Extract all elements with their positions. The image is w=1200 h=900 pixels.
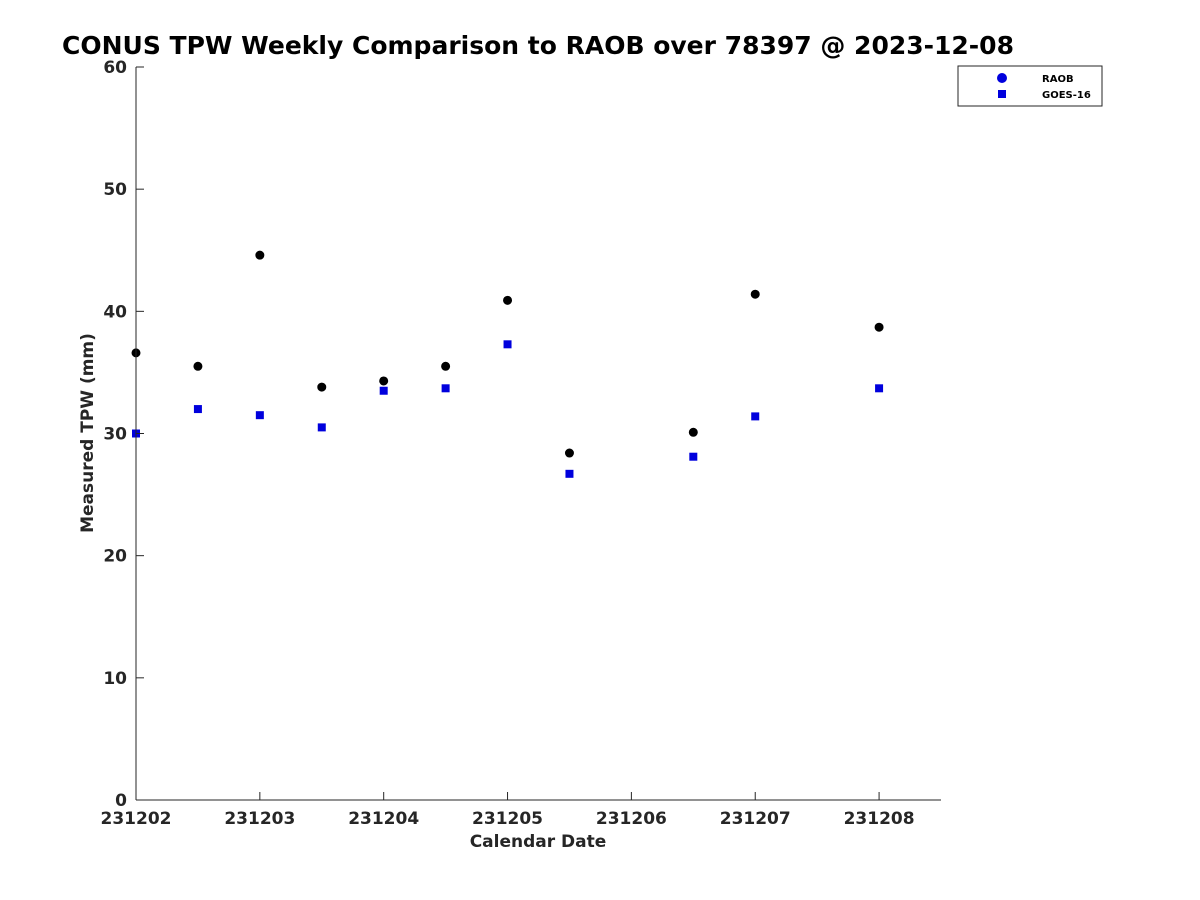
x-tick-label: 231206	[596, 809, 667, 829]
axes: 0 10 20 30 40 50 60 231202 231203 231204 231205 231…	[101, 58, 941, 829]
y-tick-label: 0	[115, 791, 127, 811]
x-tick-label: 231208	[844, 809, 915, 829]
chart-title: CONUS TPW Weekly Comparison to RAOB over…	[62, 31, 1014, 60]
goes-16-point	[689, 452, 698, 461]
goes-16-point	[255, 411, 264, 420]
y-tick-label: 10	[103, 669, 127, 689]
raob-point	[688, 427, 698, 437]
raob-point	[750, 289, 760, 299]
goes-16-point	[503, 340, 512, 349]
y-tick-label: 50	[103, 180, 127, 200]
y-tick-label: 20	[103, 547, 127, 567]
raob-point	[193, 361, 203, 371]
raob-point	[503, 295, 513, 305]
legend: RAOB GOES-16	[957, 65, 1103, 107]
x-axis-label: Calendar Date	[470, 832, 607, 852]
raob-point	[564, 448, 574, 458]
legend-raob-marker	[997, 73, 1007, 83]
raob-point	[441, 361, 451, 371]
legend-box	[957, 65, 1103, 107]
raob-point	[317, 382, 327, 392]
goes-16-point	[441, 384, 450, 393]
goes-16-point	[379, 386, 388, 395]
x-tick-label: 231202	[101, 809, 172, 829]
x-tick-label: 231207	[720, 809, 791, 829]
legend-goes-marker	[998, 90, 1006, 98]
x-tick-label: 231205	[472, 809, 543, 829]
legend-goes-label: GOES-16	[1042, 90, 1091, 101]
goes-16-point	[317, 423, 326, 432]
goes-16-point	[565, 469, 574, 478]
x-tick-label: 231203	[224, 809, 295, 829]
plot-area	[131, 250, 884, 478]
y-axis-label: Measured TPW (mm)	[78, 333, 98, 533]
goes-16-point	[875, 384, 884, 393]
y-tick-label: 30	[103, 425, 127, 445]
legend-raob-label: RAOB	[1042, 74, 1074, 85]
raob-point	[874, 322, 884, 332]
goes-16-point	[751, 412, 760, 421]
y-tick-label: 40	[103, 302, 127, 322]
y-tick-label: 60	[103, 58, 127, 78]
goes-16-point	[193, 405, 202, 414]
x-tick-label: 231204	[348, 809, 419, 829]
raob-point	[255, 250, 265, 260]
raob-point	[379, 376, 389, 386]
